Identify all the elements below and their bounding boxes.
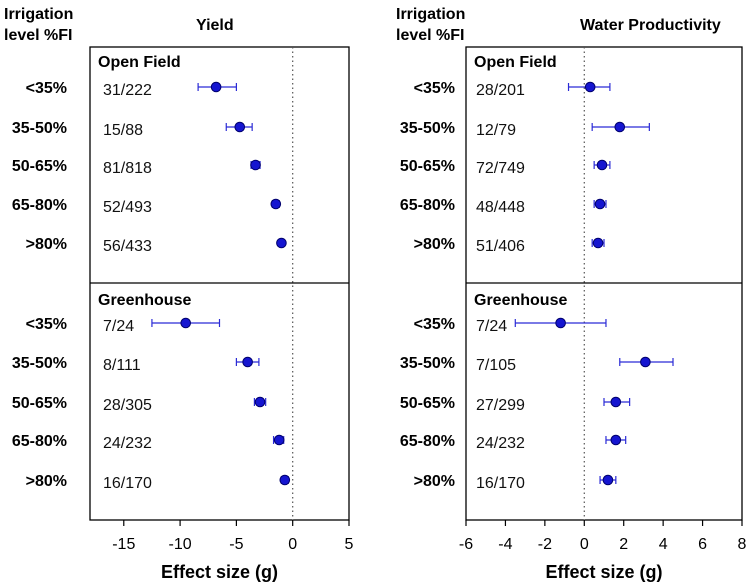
effect-size-point: [640, 356, 651, 368]
study-count-label: 28/305: [103, 397, 152, 414]
irrigation-category-label: >80%: [26, 473, 67, 490]
x-tick-label: 0: [288, 536, 297, 553]
section-label: Greenhouse: [98, 292, 191, 309]
irrigation-category-label: 50-65%: [12, 158, 67, 175]
x-tick-label: -15: [112, 536, 135, 553]
effect-size-point: [234, 121, 246, 133]
study-count-label: 28/201: [476, 82, 525, 99]
irrigation-category-label: 65-80%: [12, 433, 67, 450]
effect-size-point: [254, 396, 266, 408]
panel-title: Water Productivity: [580, 17, 721, 34]
irrigation-category-label: 35-50%: [12, 120, 67, 137]
study-count-label: 16/170: [103, 475, 152, 492]
irrigation-category-label: <35%: [414, 80, 455, 97]
irrigation-category-label: <35%: [414, 316, 455, 333]
forest-panel-1: Irrigation level %FI Yield -15 -10 -5 0 5 Effect…: [4, 6, 354, 582]
study-count-label: 7/24: [103, 318, 134, 335]
effect-size-point: [555, 317, 566, 329]
study-count-label: 16/170: [476, 475, 525, 492]
effect-size-point: [180, 317, 192, 329]
study-count-label: 7/24: [476, 318, 507, 335]
irrigation-category-label: 35-50%: [400, 120, 455, 137]
x-tick-label: 0: [580, 536, 589, 553]
effect-size-point: [279, 474, 291, 486]
study-count-label: 31/222: [103, 82, 152, 99]
effect-size-point: [602, 474, 614, 486]
x-tick-label: 2: [619, 536, 628, 553]
x-tick-label: -2: [538, 536, 552, 553]
effect-size-point: [250, 159, 261, 171]
effect-size-point: [592, 237, 604, 249]
x-tick-label: -10: [169, 536, 192, 553]
study-count-label: 27/299: [476, 397, 525, 414]
irrigation-category-label: 50-65%: [400, 158, 455, 175]
study-count-label: 12/79: [476, 122, 516, 139]
effect-size-point: [610, 434, 622, 446]
effect-size-point: [610, 396, 622, 408]
effect-size-point: [270, 198, 282, 210]
x-tick-label: -5: [229, 536, 243, 553]
study-count-label: 52/493: [103, 199, 152, 216]
x-axis-label: Effect size (g): [161, 562, 278, 582]
study-count-label: 15/88: [103, 122, 143, 139]
forest-panel-2: Irrigation level %FI Water Productivity -6 -…: [396, 6, 747, 582]
irrigation-level-header: Irrigation level %FI: [396, 6, 465, 44]
study-count-label: 24/232: [103, 435, 152, 452]
x-tick-label: 8: [738, 536, 747, 553]
irrigation-category-label: 35-50%: [12, 355, 67, 372]
study-count-label: 7/105: [476, 357, 516, 374]
study-count-label: 72/749: [476, 160, 525, 177]
effect-size-point: [594, 198, 606, 210]
irrigation-category-label: <35%: [26, 316, 67, 333]
section-label: Greenhouse: [474, 292, 567, 309]
study-count-label: 8/111: [103, 357, 141, 374]
effect-size-point: [614, 121, 626, 133]
effect-size-point: [276, 237, 287, 249]
study-count-label: 24/232: [476, 435, 525, 452]
x-tick-label: 4: [659, 536, 668, 553]
study-count-label: 48/448: [476, 199, 525, 216]
irrigation-category-label: >80%: [414, 473, 455, 490]
irrigation-category-label: 65-80%: [400, 433, 455, 450]
effect-size-point: [584, 81, 596, 93]
study-count-label: 56/433: [103, 238, 152, 255]
x-tick-label: 5: [345, 536, 354, 553]
x-axis-label: Effect size (g): [545, 562, 662, 582]
irrigation-category-label: 65-80%: [400, 197, 455, 214]
x-tick-label: -4: [498, 536, 512, 553]
irrigation-category-label: >80%: [414, 236, 455, 253]
irrigation-category-label: 65-80%: [12, 197, 67, 214]
study-count-label: 81/818: [103, 160, 152, 177]
effect-size-point: [242, 356, 253, 368]
irrigation-category-label: 50-65%: [12, 395, 67, 412]
panel-title: Yield: [196, 17, 234, 34]
effect-size-point: [210, 81, 222, 93]
x-tick-label: -6: [459, 536, 473, 553]
x-tick-label: 6: [698, 536, 707, 553]
irrigation-level-header: Irrigation level %FI: [4, 6, 73, 44]
effect-size-point: [273, 434, 285, 446]
irrigation-category-label: >80%: [26, 236, 67, 253]
irrigation-category-label: <35%: [26, 80, 67, 97]
section-label: Open Field: [474, 54, 557, 71]
study-count-label: 51/406: [476, 238, 525, 255]
irrigation-category-label: 50-65%: [400, 395, 455, 412]
effect-size-point: [596, 159, 608, 171]
section-label: Open Field: [98, 54, 181, 71]
irrigation-category-label: 35-50%: [400, 355, 455, 372]
